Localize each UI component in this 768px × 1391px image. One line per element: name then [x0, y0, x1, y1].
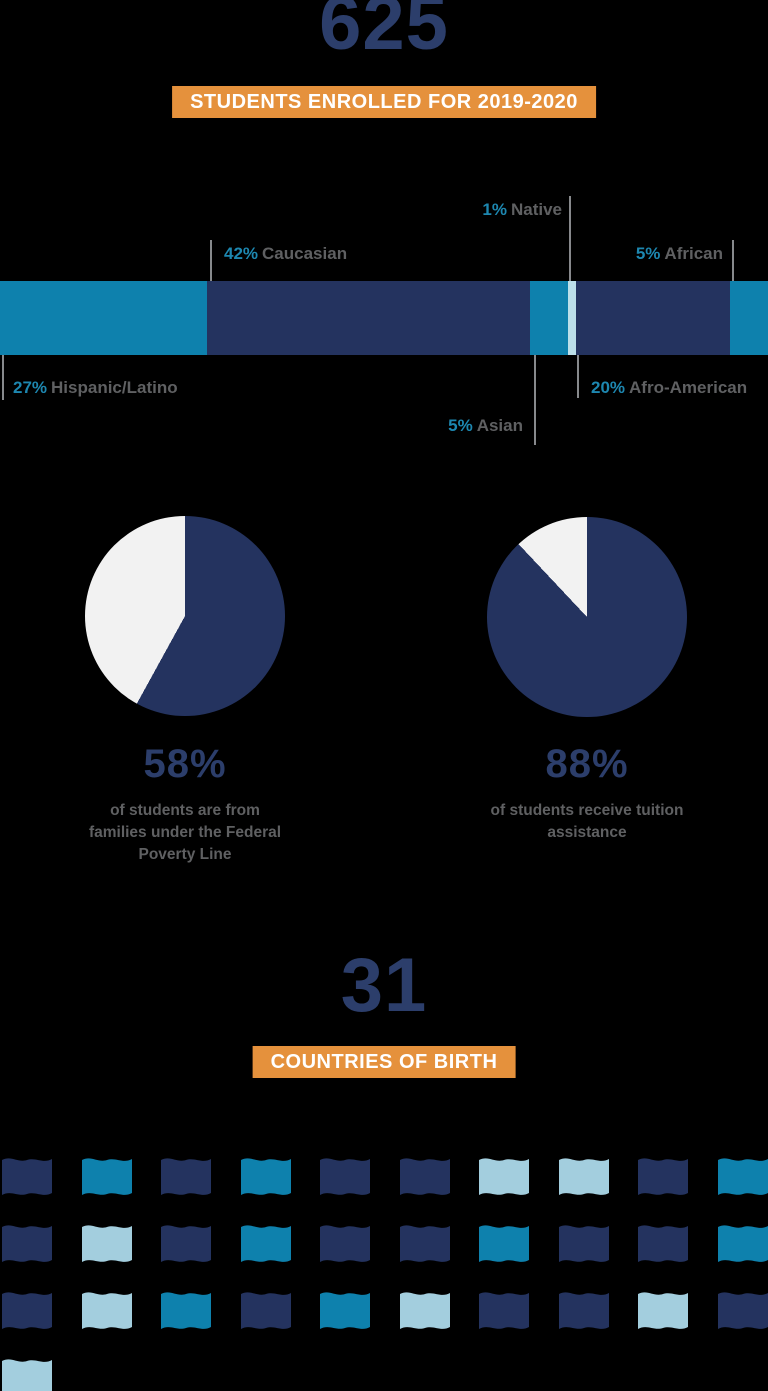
tuition-pie-chart — [487, 517, 687, 717]
flag-icon — [240, 1221, 291, 1266]
flag-icon — [638, 1221, 688, 1266]
bar-label-afro-pct: 20% — [591, 378, 626, 397]
flag-icon — [240, 1288, 291, 1333]
poverty-caption: of students are from families under the … — [88, 802, 282, 863]
bar-segment-asian — [529, 281, 569, 355]
bar-segment-african — [729, 281, 768, 355]
flag-icon — [81, 1288, 132, 1333]
bar-label-native-name: Native — [510, 200, 562, 219]
flag-icon — [81, 1154, 132, 1199]
bar-label-hispanic-pct: 27% — [13, 378, 48, 397]
leader-line-asian — [534, 355, 536, 445]
bar-label-native-pct: 1% — [482, 200, 507, 219]
bar-label-afro-name: Afro-American — [629, 378, 748, 397]
flag-icon — [2, 1288, 52, 1333]
flag-icon — [399, 1221, 450, 1266]
enrolled-count: 625 — [319, 0, 449, 66]
leader-line-native — [569, 196, 571, 281]
leader-line-afro-american — [577, 355, 579, 398]
flag-icon — [558, 1221, 609, 1266]
flag-icon — [558, 1288, 609, 1333]
flag-icon — [717, 1288, 768, 1333]
flag-icon — [479, 1221, 529, 1266]
countries-count: 31 — [340, 943, 428, 1028]
flag-icon — [2, 1355, 52, 1391]
leader-line-hispanic — [2, 355, 4, 400]
flag-icon — [638, 1288, 688, 1333]
flag-icon — [717, 1221, 768, 1266]
flag-icon — [558, 1154, 609, 1199]
bar-label-asian-pct: 5% — [448, 416, 473, 435]
flag-icon — [81, 1221, 132, 1266]
flag-icon — [240, 1154, 291, 1199]
bar-label-african-name: African — [664, 244, 723, 263]
flag-icon — [2, 1221, 52, 1266]
countries-badge: COUNTRIES OF BIRTH — [252, 1046, 516, 1078]
poverty-pie-chart — [85, 516, 285, 716]
bar-label-caucasian-name: Caucasian — [262, 244, 348, 263]
bar-label-native: 1% Native — [482, 200, 562, 220]
bar-label-caucasian: 42% Caucasian — [224, 244, 347, 264]
bar-label-african: 5% African — [636, 244, 723, 264]
flag-icon — [638, 1154, 688, 1199]
flag-icon — [399, 1154, 450, 1199]
bar-segment-afro-american — [575, 281, 730, 355]
bar-label-hispanic-latino: 27% Hispanic/Latino — [13, 378, 178, 398]
enrolled-badge: STUDENTS ENROLLED FOR 2019-2020 — [172, 86, 596, 118]
flag-icon — [320, 1154, 370, 1199]
bar-label-afro-american: 20% Afro-American — [591, 378, 747, 398]
leader-line-african — [732, 240, 734, 281]
flag-icon — [479, 1288, 529, 1333]
flag-icon — [161, 1154, 211, 1199]
flag-icon — [320, 1288, 370, 1333]
bar-label-caucasian-pct: 42% — [224, 244, 259, 263]
ethnicity-stacked-bar — [0, 281, 768, 355]
leader-line-caucasian — [210, 240, 212, 281]
bar-label-african-pct: 5% — [635, 244, 661, 263]
bar-label-asian-name: Asian — [476, 416, 523, 435]
bar-segment-hispanic-latino — [0, 281, 208, 355]
flag-icon — [479, 1154, 529, 1199]
bar-label-asian: 5% Asian — [448, 416, 523, 436]
flag-icon — [161, 1288, 211, 1333]
poverty-pct: 58% — [143, 742, 227, 786]
flag-icon — [161, 1221, 211, 1266]
flag-icon — [399, 1288, 450, 1333]
bar-segment-native — [568, 281, 576, 355]
tuition-caption: of students receive tuition assistance — [490, 802, 684, 841]
flag-icon — [320, 1221, 370, 1266]
flag-icon — [717, 1154, 768, 1199]
bar-label-hispanic-name: Hispanic/Latino — [51, 378, 178, 397]
flag-icon — [2, 1154, 52, 1199]
tuition-pct: 88% — [545, 742, 629, 786]
bar-segment-caucasian — [207, 281, 530, 355]
